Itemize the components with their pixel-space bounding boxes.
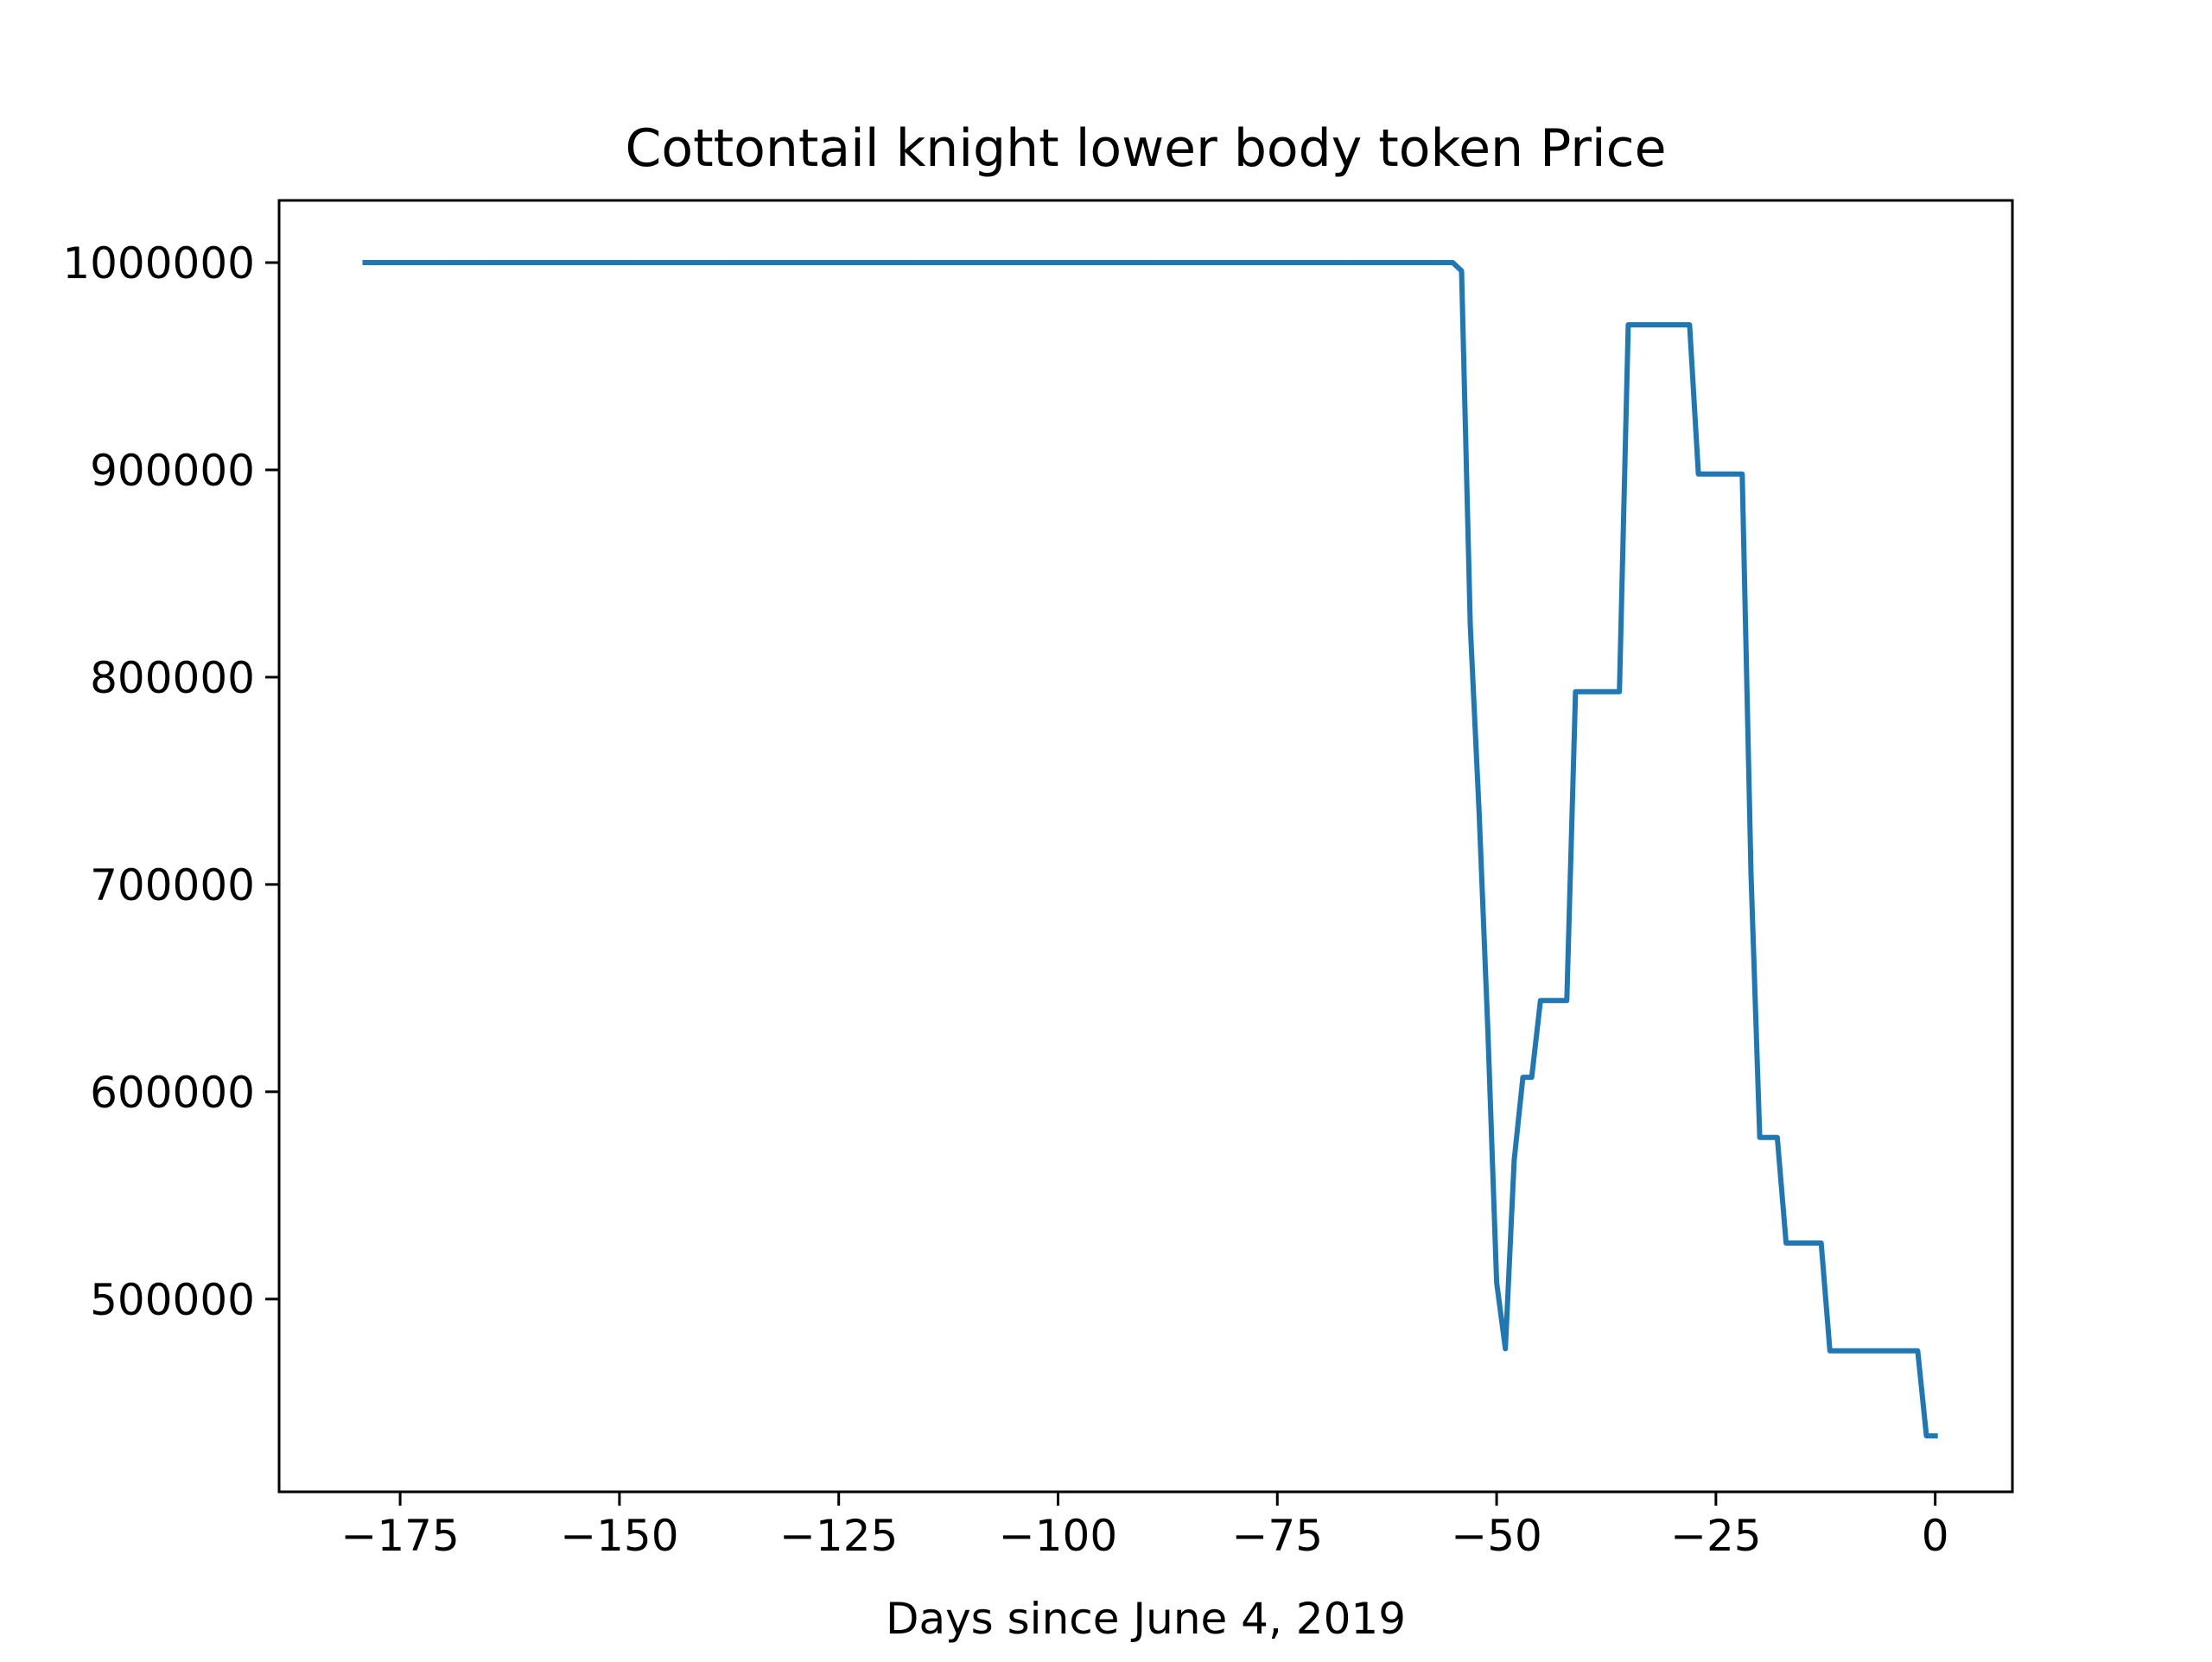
- y-tick-label: 700000: [90, 860, 255, 910]
- chart-title: Cottontail knight lower body token Price: [625, 118, 1666, 179]
- x-tick-label: 0: [1922, 1511, 1949, 1561]
- x-tick-label: −75: [1232, 1511, 1324, 1561]
- x-tick-label: −125: [779, 1511, 898, 1561]
- y-tick-label: 1000000: [62, 238, 255, 289]
- y-tick-label: 900000: [90, 446, 255, 496]
- y-tick-label: 500000: [90, 1275, 255, 1325]
- series-line-0: [362, 260, 1938, 1439]
- x-tick-label: −175: [340, 1511, 459, 1561]
- y-tick-label: 800000: [90, 653, 255, 703]
- y-axis: 500000 600000 700000 800000 900000 1000000: [62, 238, 279, 1325]
- x-tick-label: −150: [560, 1511, 678, 1561]
- plot-area: [277, 199, 2014, 1494]
- x-axis: −175 −150 −125 −100 −75 −50 −25 0: [340, 1492, 1949, 1561]
- x-tick-label: −50: [1451, 1511, 1542, 1561]
- y-tick-label: 600000: [90, 1068, 255, 1118]
- x-tick-label: −100: [999, 1511, 1117, 1561]
- axes-frame: [277, 199, 2014, 1494]
- x-tick-label: −25: [1670, 1511, 1762, 1561]
- x-axis-label: Days since June 4, 2019: [886, 1594, 1406, 1644]
